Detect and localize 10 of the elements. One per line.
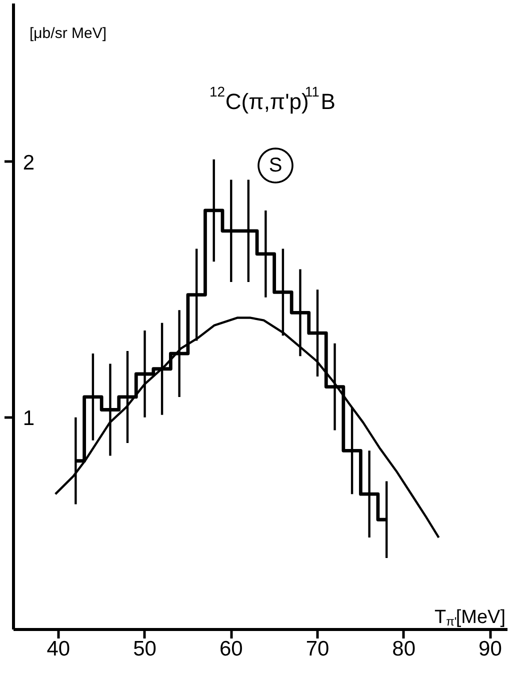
x-tick-label: 80 xyxy=(392,638,416,660)
x-tick-label: 70 xyxy=(306,638,330,660)
x-tick-label: 50 xyxy=(133,638,156,660)
x-tick-label: 90 xyxy=(478,638,502,660)
x-tick-label: 60 xyxy=(219,638,243,660)
y-tick-label: 1 xyxy=(22,406,35,430)
x-tick-label: 40 xyxy=(46,638,70,660)
y-axis-title: [μb/sr MeV] xyxy=(30,25,106,42)
annotation: S xyxy=(268,154,282,176)
y-tick-label: 2 xyxy=(22,151,35,174)
